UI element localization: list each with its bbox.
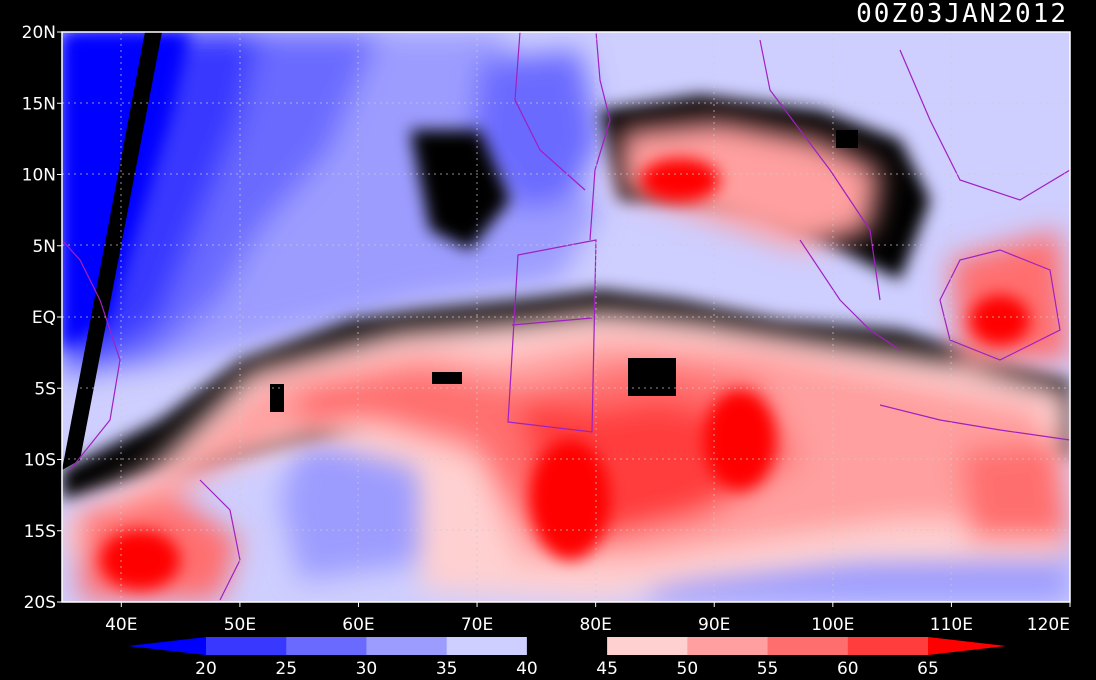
lon-tick-label: 120E [1027,615,1070,635]
colorbar-label: 40 [516,659,538,679]
colorbar-swatch [687,637,769,655]
colorbar-swatch [206,637,287,655]
colorbar-swatch [847,637,929,655]
colorbar-label: 20 [195,659,217,679]
lat-tick-label: 20N [22,23,56,43]
field-region-bay-of-bengal [470,50,600,210]
lon-tick-label: 80E [579,615,611,635]
lon-tick-label: 70E [461,615,493,635]
colorbar-swatch [366,637,448,655]
field-region-south-indian [280,430,440,580]
lat-tick-label: 10N [22,166,56,186]
gridlines [62,32,1070,602]
map-title: 00Z03JAN2012 [856,0,1068,29]
colorbar-min-arrow [128,637,206,655]
colorbar-swatch [526,637,608,655]
lat-tick-label: 10S [24,451,56,471]
colorbar-label: 35 [436,659,458,679]
lon-tick-label: 100E [811,615,854,635]
colorbar-label: 45 [596,659,618,679]
colorbar-label: 30 [356,659,378,679]
colorbar: 20 25 30 35 40 45 50 55 60 65 [128,637,1006,679]
colorbar-label: 65 [917,659,939,679]
field-region-southeast-red [960,440,1070,540]
colorbar-swatch [446,637,528,655]
lat-tick-label: 5S [34,379,56,399]
colorbar-swatch [767,637,849,655]
lon-tick-label: 40E [105,615,137,635]
lat-tick-label: 5N [32,237,56,257]
lat-tick-label: EQ [32,308,56,328]
lon-tick-label: 50E [224,615,256,635]
map-plot-area [62,32,1070,602]
lon-tick-label: 110E [930,615,973,635]
coastlines [62,32,1070,601]
field-region-north-pacific-red [620,120,880,250]
lat-tick-label: 15N [22,94,56,114]
colorbar-swatch [607,637,688,655]
lon-tick-label: 60E [342,615,374,635]
colorbar-label: 55 [757,659,779,679]
lon-tick-label: 90E [698,615,730,635]
colorbar-label: 25 [275,659,297,679]
colorbar-label: 50 [677,659,699,679]
lat-tick-label: 15S [24,522,56,542]
colorbar-label: 60 [837,659,859,679]
satellite-gap-stripe [62,32,162,470]
lat-tick-label: 20S [24,593,56,613]
colorbar-max-arrow [928,637,1006,655]
black-patches [62,32,858,470]
colorbar-swatch [286,637,367,655]
longitude-ticks: 40E 50E 60E 70E 80E 90E 100E 110E 120E [105,602,1071,635]
latitude-ticks: 20N 15N 10N 5N EQ 5S 10S 15S 20S [22,23,62,613]
